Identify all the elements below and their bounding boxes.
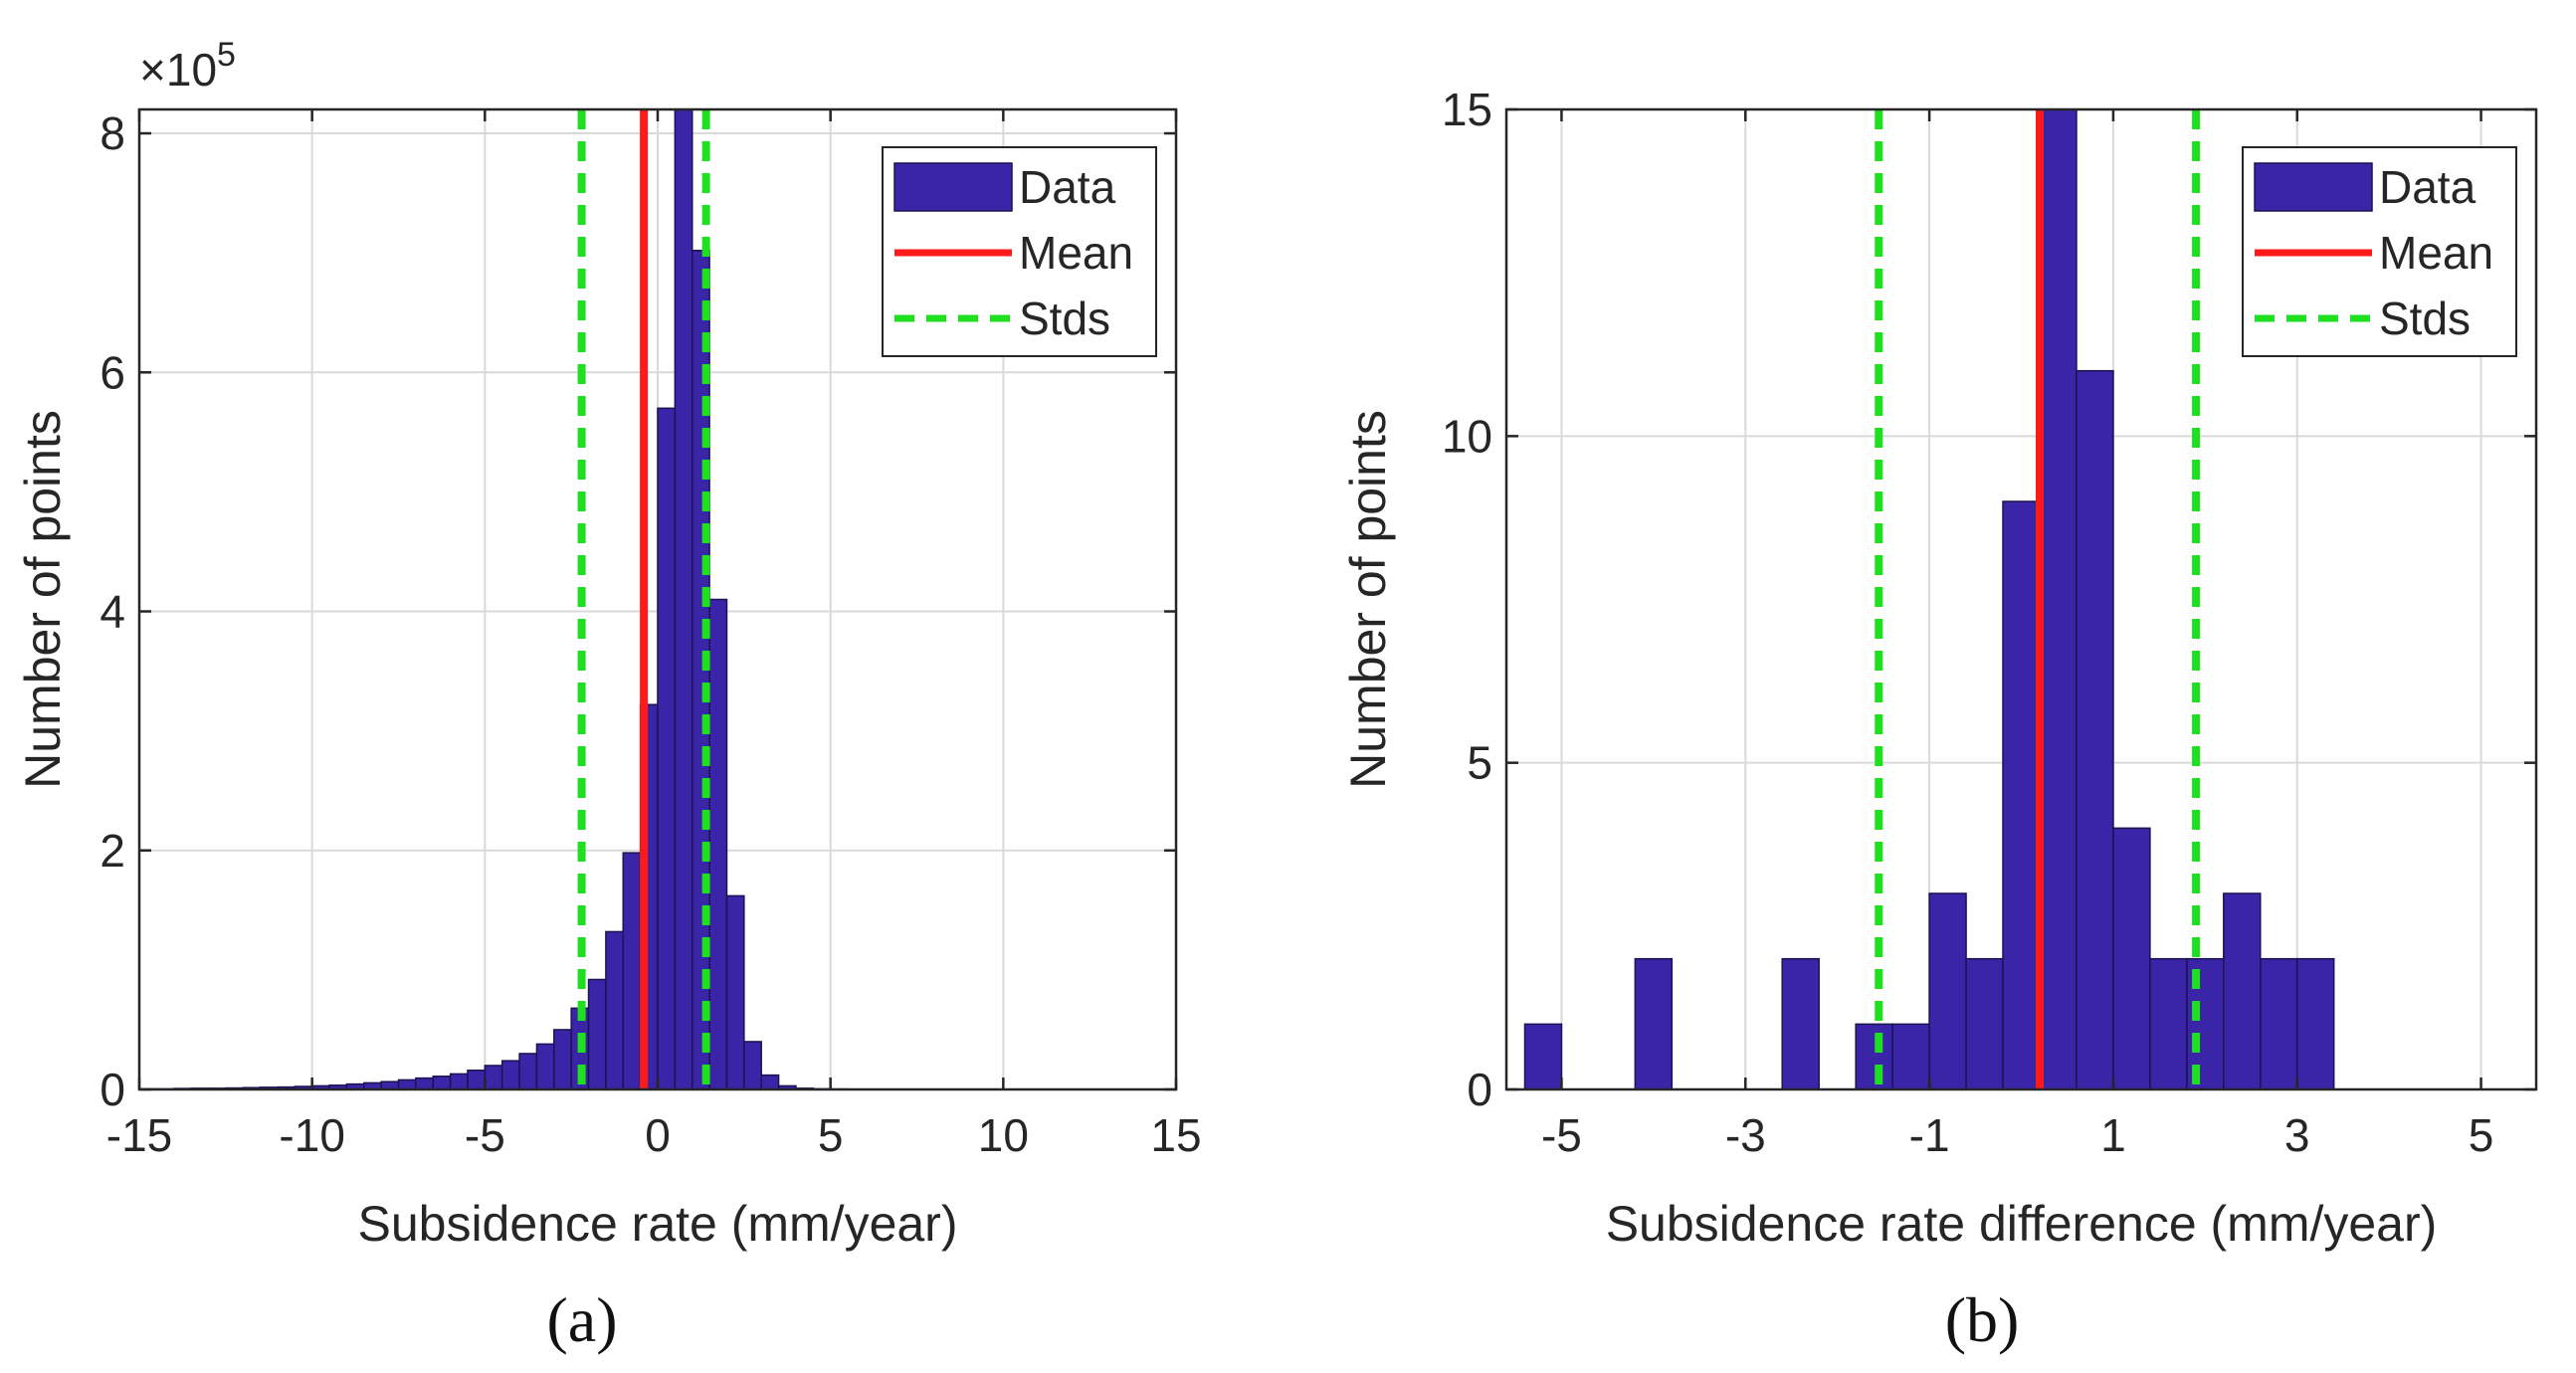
legend-swatch-data [893,162,1013,212]
legend-swatch-data [2254,162,2373,212]
y-tick-label: 0 [1467,1064,1492,1115]
histogram-bar [1928,892,1967,1090]
histogram-bar [500,1060,520,1090]
x-tick-label: 5 [2469,1109,2494,1161]
x-tick-label: -5 [465,1109,505,1161]
histogram-panel-a: -15 -10 -5 0 5 10 15 0 2 4 6 8 Subsidence rate (mm/y… [15,36,1202,1252]
histogram-bar [1781,957,1820,1090]
legend-label-mean: Mean [1019,227,1133,279]
x-tick-label: 3 [2284,1109,2310,1161]
histogram-bar [2076,369,2114,1090]
legend-label-data: Data [1019,161,1116,213]
legend-label-stds: Stds [1019,293,1110,344]
panel-b-caption: (b) [1944,1284,2020,1355]
histogram-bar [587,978,607,1090]
histogram-bar [518,1053,538,1090]
y-tick-label: 5 [1467,737,1492,789]
histogram-bar [2149,957,2188,1090]
histogram-bar [467,1070,487,1090]
y-tick-label: 4 [99,586,125,638]
histogram-bar [760,1074,780,1090]
histogram-panel-b: -5 -3 -1 1 3 5 0 5 10 15 Subsidence rate differenc… [1340,84,2538,1252]
axes-box [1504,107,2538,1091]
histogram-bar [484,1065,503,1090]
histogram-bar [415,1077,434,1090]
y-tick-label: 15 [1442,84,1492,135]
x-tick-label: 5 [818,1109,844,1161]
histogram-bar [535,1043,555,1090]
histogram-bar [622,852,642,1090]
histogram-bar [449,1073,469,1090]
x-tick-label: -5 [1541,1109,1582,1161]
histogram-bar [674,108,694,1090]
y-tick-label: 0 [99,1064,125,1115]
histogram-bar [708,598,728,1090]
x-tick-label: -10 [279,1109,344,1161]
x-tick-label: 15 [1150,1109,1201,1161]
histogram-bar [743,1041,762,1090]
histogram-bar [1891,1023,1930,1090]
x-tick-label: 0 [645,1109,671,1161]
histogram-bar [2223,892,2262,1090]
legend-label-mean: Mean [2379,227,2493,279]
histogram-bar [2002,500,2041,1090]
histogram-bar [725,894,745,1090]
histogram-bar [2295,957,2335,1090]
histogram-bar [2112,827,2151,1090]
y-tick-label: 2 [99,825,125,877]
histogram-bar [1855,1023,1893,1090]
x-axis-label: Subsidence rate difference (mm/year) [1606,1196,2438,1252]
histogram-bar [553,1029,572,1090]
x-tick-label: -1 [1909,1109,1950,1161]
y-axis-label: Number of points [15,410,71,789]
histogram-bar [657,407,677,1090]
x-tick-label: -3 [1725,1109,1766,1161]
histogram-bar [1965,957,2004,1090]
y-tick-label: 8 [99,107,125,159]
histogram-bar [397,1079,417,1090]
x-tick-label: 10 [978,1109,1029,1161]
legend-label-data: Data [2379,161,2477,213]
legend-label-stds: Stds [2379,293,2471,344]
y-exponent-label: ×105 [139,36,236,96]
x-tick-label: 1 [2100,1109,2126,1161]
histogram-bar [2260,957,2298,1090]
y-tick-label: 6 [99,346,125,398]
histogram-bar [1634,957,1674,1090]
x-axis-label: Subsidence rate (mm/year) [357,1196,957,1252]
y-tick-label: 10 [1442,410,1492,462]
histogram-bar [1523,1023,1563,1090]
histogram-bar [432,1076,452,1090]
x-tick-label: -15 [106,1109,172,1161]
histogram-bar [605,930,625,1090]
y-axis-label: Number of points [1340,410,1396,789]
panel-a-caption: (a) [546,1284,618,1355]
histogram-bar [2039,108,2078,1090]
